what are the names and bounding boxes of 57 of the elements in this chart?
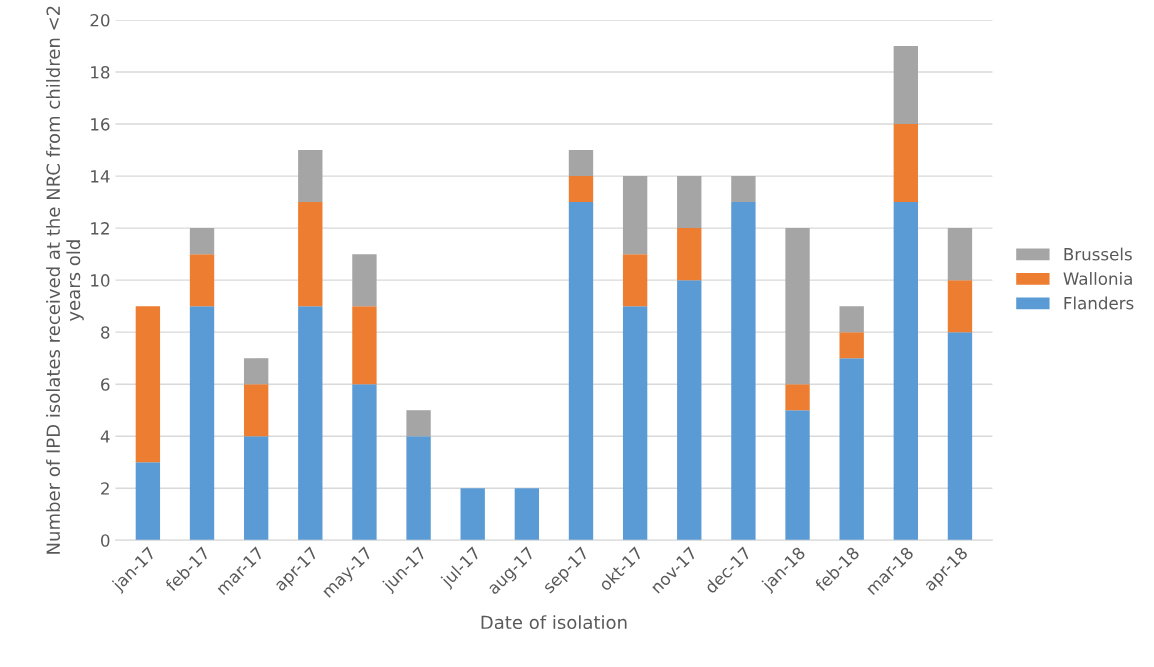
y-tick-label: 8	[101, 326, 110, 339]
bar	[352, 384, 377, 541]
bar	[135, 462, 161, 541]
bar	[568, 176, 594, 203]
bar	[839, 332, 864, 359]
bar	[406, 410, 431, 437]
y-tick-label: 16	[91, 118, 110, 131]
bar	[243, 436, 269, 541]
bar	[460, 488, 485, 541]
bar	[135, 306, 161, 463]
y-tick-label: 20	[90, 13, 110, 27]
legend-label: Brussels	[1064, 247, 1132, 261]
y-tick-label: 0	[101, 534, 110, 547]
bar	[893, 202, 918, 541]
bar	[189, 254, 215, 307]
bar	[947, 280, 973, 333]
y-tick-label: 10	[91, 274, 110, 287]
bar	[568, 150, 594, 177]
bar	[677, 280, 702, 541]
legend-label: Flanders	[1064, 296, 1134, 310]
bar	[189, 228, 215, 255]
bar	[731, 176, 756, 203]
y-axis-title: Number of IPD isolates received at the NRC from children <2 years old	[46, 6, 84, 554]
bar	[893, 46, 918, 125]
legend-label: Wallonia	[1063, 272, 1132, 285]
bar	[785, 384, 810, 411]
y-tick-label: 14	[91, 170, 110, 183]
y-tick-label: 18	[91, 66, 110, 79]
bar	[298, 306, 323, 541]
bar	[839, 358, 864, 541]
bar	[189, 306, 215, 541]
bar	[243, 384, 269, 437]
y-tick-label: 4	[100, 430, 110, 443]
bar	[677, 228, 702, 281]
bar	[352, 254, 377, 307]
bar	[893, 124, 918, 203]
y-tick-label: 6	[101, 378, 110, 391]
bar	[731, 202, 756, 541]
x-axis-title: Date of isolation	[481, 615, 627, 630]
bar	[352, 306, 377, 385]
bar	[298, 150, 323, 203]
bar	[785, 410, 810, 541]
bar	[622, 254, 648, 307]
bar	[839, 306, 864, 333]
bar	[298, 202, 323, 307]
bar	[622, 306, 648, 541]
bar	[243, 358, 269, 385]
y-tick-label: 12	[91, 222, 109, 235]
bar	[677, 176, 702, 229]
bar	[947, 332, 973, 541]
bar	[406, 436, 431, 541]
bar	[785, 228, 810, 385]
bar	[947, 228, 973, 281]
y-tick-label: 2	[101, 482, 109, 495]
bar	[514, 488, 540, 541]
bar	[622, 176, 648, 255]
bar	[568, 202, 594, 541]
